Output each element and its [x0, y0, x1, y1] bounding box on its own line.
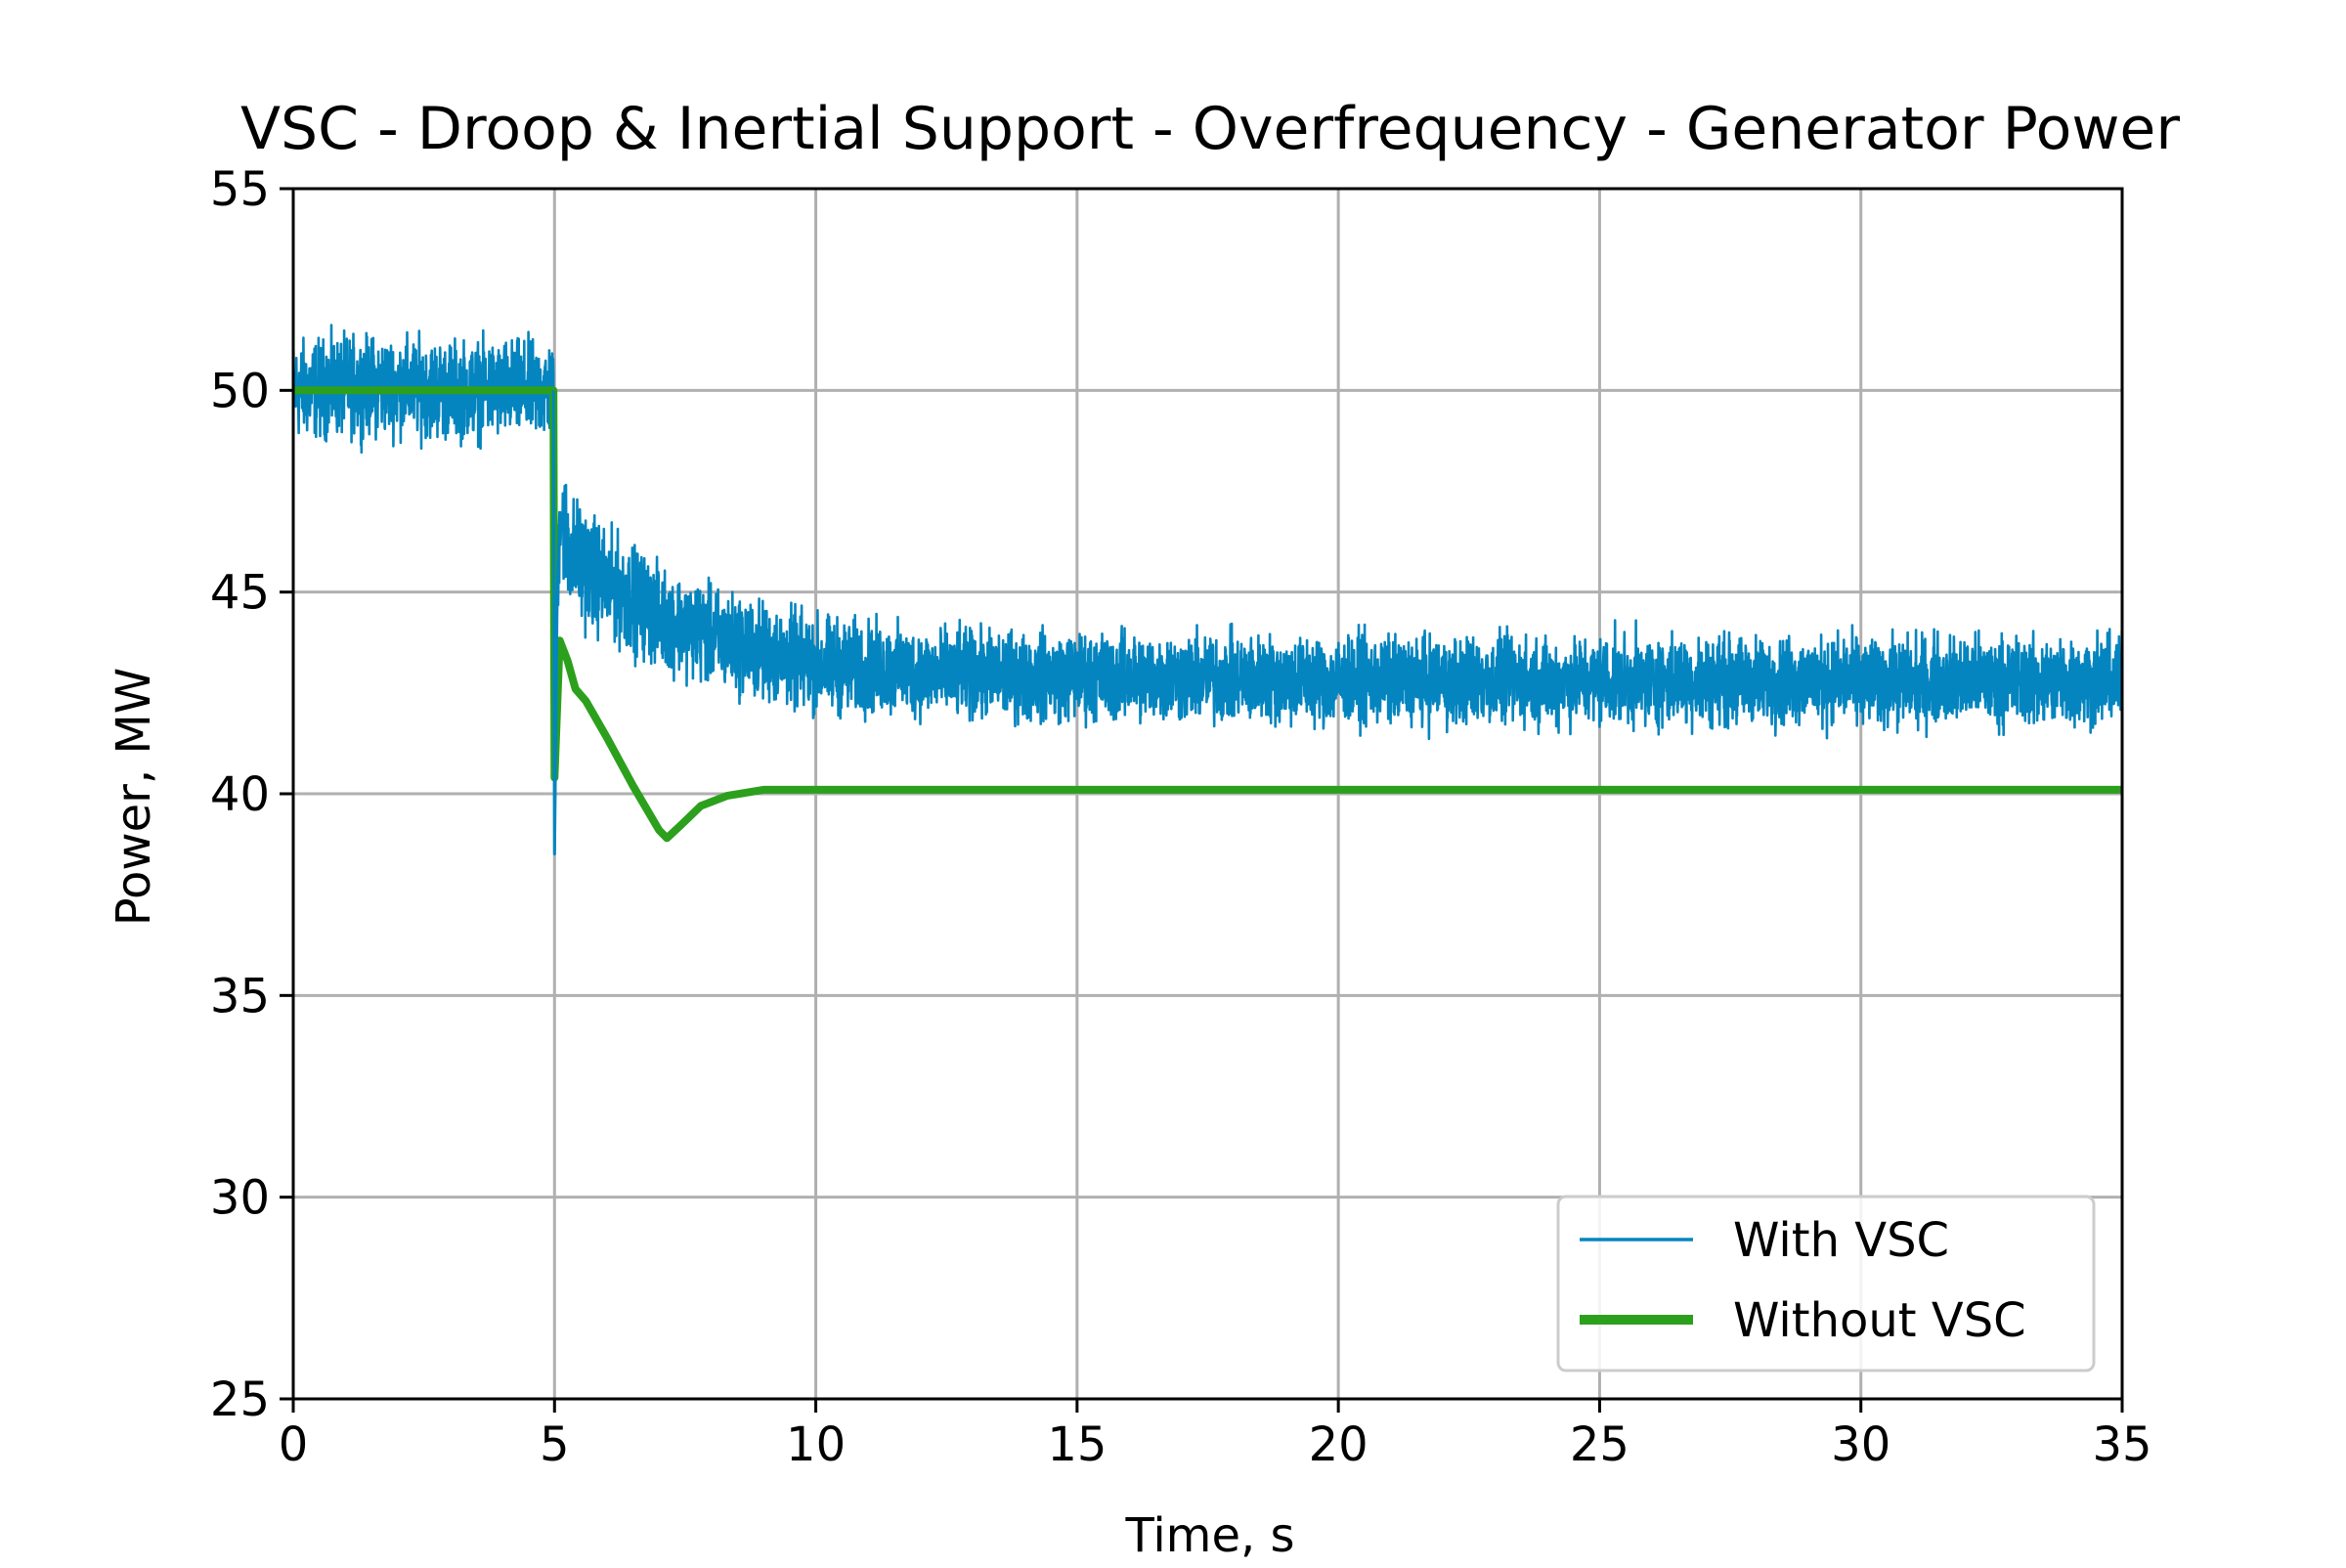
x-tick-label: 20 — [1309, 1417, 1368, 1472]
x-tick-label: 15 — [1047, 1417, 1107, 1472]
x-tick-label: 0 — [279, 1417, 309, 1472]
legend-label-with-vsc: With VSC — [1733, 1213, 1949, 1268]
y-tick-label: 40 — [210, 767, 270, 822]
x-tick-label: 10 — [786, 1417, 846, 1472]
series-line-with-vsc — [291, 324, 2124, 856]
series-spike-with-vsc — [551, 390, 572, 854]
axes: 0 5 10 15 20 25 30 35 25 30 35 40 45 50 55 — [210, 162, 2152, 1472]
y-tick-label: 30 — [210, 1171, 270, 1226]
plot-series — [291, 324, 2124, 856]
x-tick-label: 35 — [2092, 1417, 2151, 1472]
legend-label-without-vsc: Without VSC — [1733, 1293, 2026, 1348]
y-tick-label: 35 — [210, 969, 270, 1024]
series-line-without-vsc — [293, 386, 2122, 843]
y-tick-label: 50 — [210, 364, 270, 418]
x-tick-label: 5 — [540, 1417, 570, 1472]
chart-title: VSC - Droop & Inertial Support - Overfre… — [240, 95, 2180, 163]
x-tick-label: 30 — [1831, 1417, 1890, 1472]
y-tick-label: 45 — [210, 566, 270, 621]
x-axis-label: Time, s — [1125, 1508, 1295, 1563]
y-tick-label: 25 — [210, 1372, 270, 1427]
x-tick-label: 25 — [1570, 1417, 1629, 1472]
y-tick-label: 55 — [210, 162, 270, 217]
y-axis-label: Power, MW — [107, 668, 161, 927]
legend: With VSC Without VSC — [1556, 1195, 2096, 1372]
